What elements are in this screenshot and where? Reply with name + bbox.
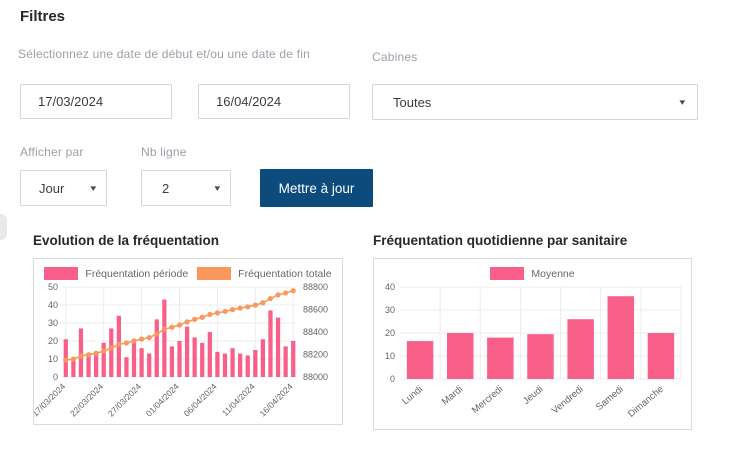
update-button[interactable]: Mettre à jour [260, 169, 373, 207]
svg-text:0: 0 [390, 374, 395, 384]
svg-text:Lundi: Lundi [400, 384, 425, 407]
svg-text:Jeudi: Jeudi [521, 384, 545, 407]
svg-text:01/04/2024: 01/04/2024 [144, 381, 181, 417]
quotidienne-chart-title: Fréquentation quotidienne par sanitaire [373, 233, 628, 248]
svg-text:20: 20 [48, 336, 58, 346]
legend-label: Fréquentation période [85, 267, 189, 280]
legend-swatch [490, 267, 525, 280]
evolution-chart-legend: Fréquentation période Fréquentation total… [34, 266, 342, 281]
svg-text:10: 10 [48, 354, 58, 364]
evolution-chart: 0 10 20 30 40 50 88000 88200 88400 88600 88800 17/0… [34, 282, 328, 417]
quotidienne-chart: 0 10 20 30 40 Lundi Mardi Mercredi Jeudi Vendredi… [385, 282, 682, 420]
legend-swatch [197, 267, 232, 280]
cabines-selected-value: Toutes [393, 94, 432, 110]
partial-edge-element [0, 214, 7, 240]
svg-text:Samedi: Samedi [594, 384, 626, 413]
svg-text:22/03/2024: 22/03/2024 [68, 381, 105, 417]
svg-text:Vendredi: Vendredi [550, 384, 586, 417]
svg-text:88400: 88400 [303, 327, 328, 337]
svg-text:11/04/2024: 11/04/2024 [220, 381, 257, 417]
nb-ligne-selected-value: 2 [162, 180, 170, 196]
afficher-par-label: Afficher par [20, 145, 84, 159]
svg-text:30: 30 [385, 305, 395, 315]
legend-item: Fréquentation période [44, 267, 188, 280]
afficher-par-selected-value: Jour [39, 180, 65, 196]
svg-text:50: 50 [48, 282, 58, 292]
evolution-chart-title: Evolution de la fréquentation [33, 233, 220, 248]
svg-text:88600: 88600 [303, 305, 328, 315]
cabines-label: Cabines [372, 50, 418, 64]
svg-text:30: 30 [48, 318, 58, 328]
svg-text:17/03/2024: 17/03/2024 [34, 381, 67, 417]
legend-label: Fréquentation totale [238, 267, 332, 280]
date-range-label: Sélectionnez une date de début et/ou une… [18, 47, 310, 61]
svg-text:16/04/2024: 16/04/2024 [257, 381, 294, 417]
svg-text:06/04/2024: 06/04/2024 [182, 381, 219, 417]
quotidienne-chart-legend: Moyenne [374, 266, 691, 281]
nb-ligne-select[interactable]: 2 ▾ [141, 170, 231, 206]
date-end-input[interactable] [198, 84, 350, 119]
date-start-input[interactable] [20, 84, 172, 119]
svg-text:88800: 88800 [303, 282, 328, 292]
evolution-chart-panel: Fréquentation période Fréquentation total… [33, 258, 343, 425]
filters-heading: Filtres [20, 8, 66, 25]
svg-text:40: 40 [48, 300, 58, 310]
svg-text:0: 0 [53, 372, 58, 382]
svg-text:27/03/2024: 27/03/2024 [106, 381, 143, 417]
legend-item: Moyenne [490, 267, 575, 280]
legend-swatch [44, 267, 79, 280]
svg-text:88200: 88200 [303, 350, 328, 360]
svg-text:10: 10 [385, 351, 395, 361]
svg-text:88000: 88000 [303, 372, 328, 382]
quotidienne-chart-panel: Moyenne 0 10 20 30 40 Lundi Mardi Mercredi Jeudi… [373, 258, 692, 430]
svg-text:40: 40 [385, 282, 395, 292]
cabines-select[interactable]: Toutes ▾ [372, 84, 698, 120]
svg-text:Mardi: Mardi [440, 384, 465, 408]
chevron-down-icon: ▾ [679, 96, 686, 107]
legend-item: Fréquentation totale [197, 267, 332, 280]
legend-label: Moyenne [531, 267, 575, 280]
chevron-down-icon: ▾ [214, 182, 221, 193]
chevron-down-icon: ▾ [90, 182, 97, 193]
afficher-par-select[interactable]: Jour ▾ [20, 170, 107, 206]
svg-text:Mercredi: Mercredi [470, 384, 505, 416]
nb-ligne-label: Nb ligne [141, 145, 187, 159]
svg-text:20: 20 [385, 328, 395, 338]
svg-text:Dimanche: Dimanche [626, 384, 666, 420]
